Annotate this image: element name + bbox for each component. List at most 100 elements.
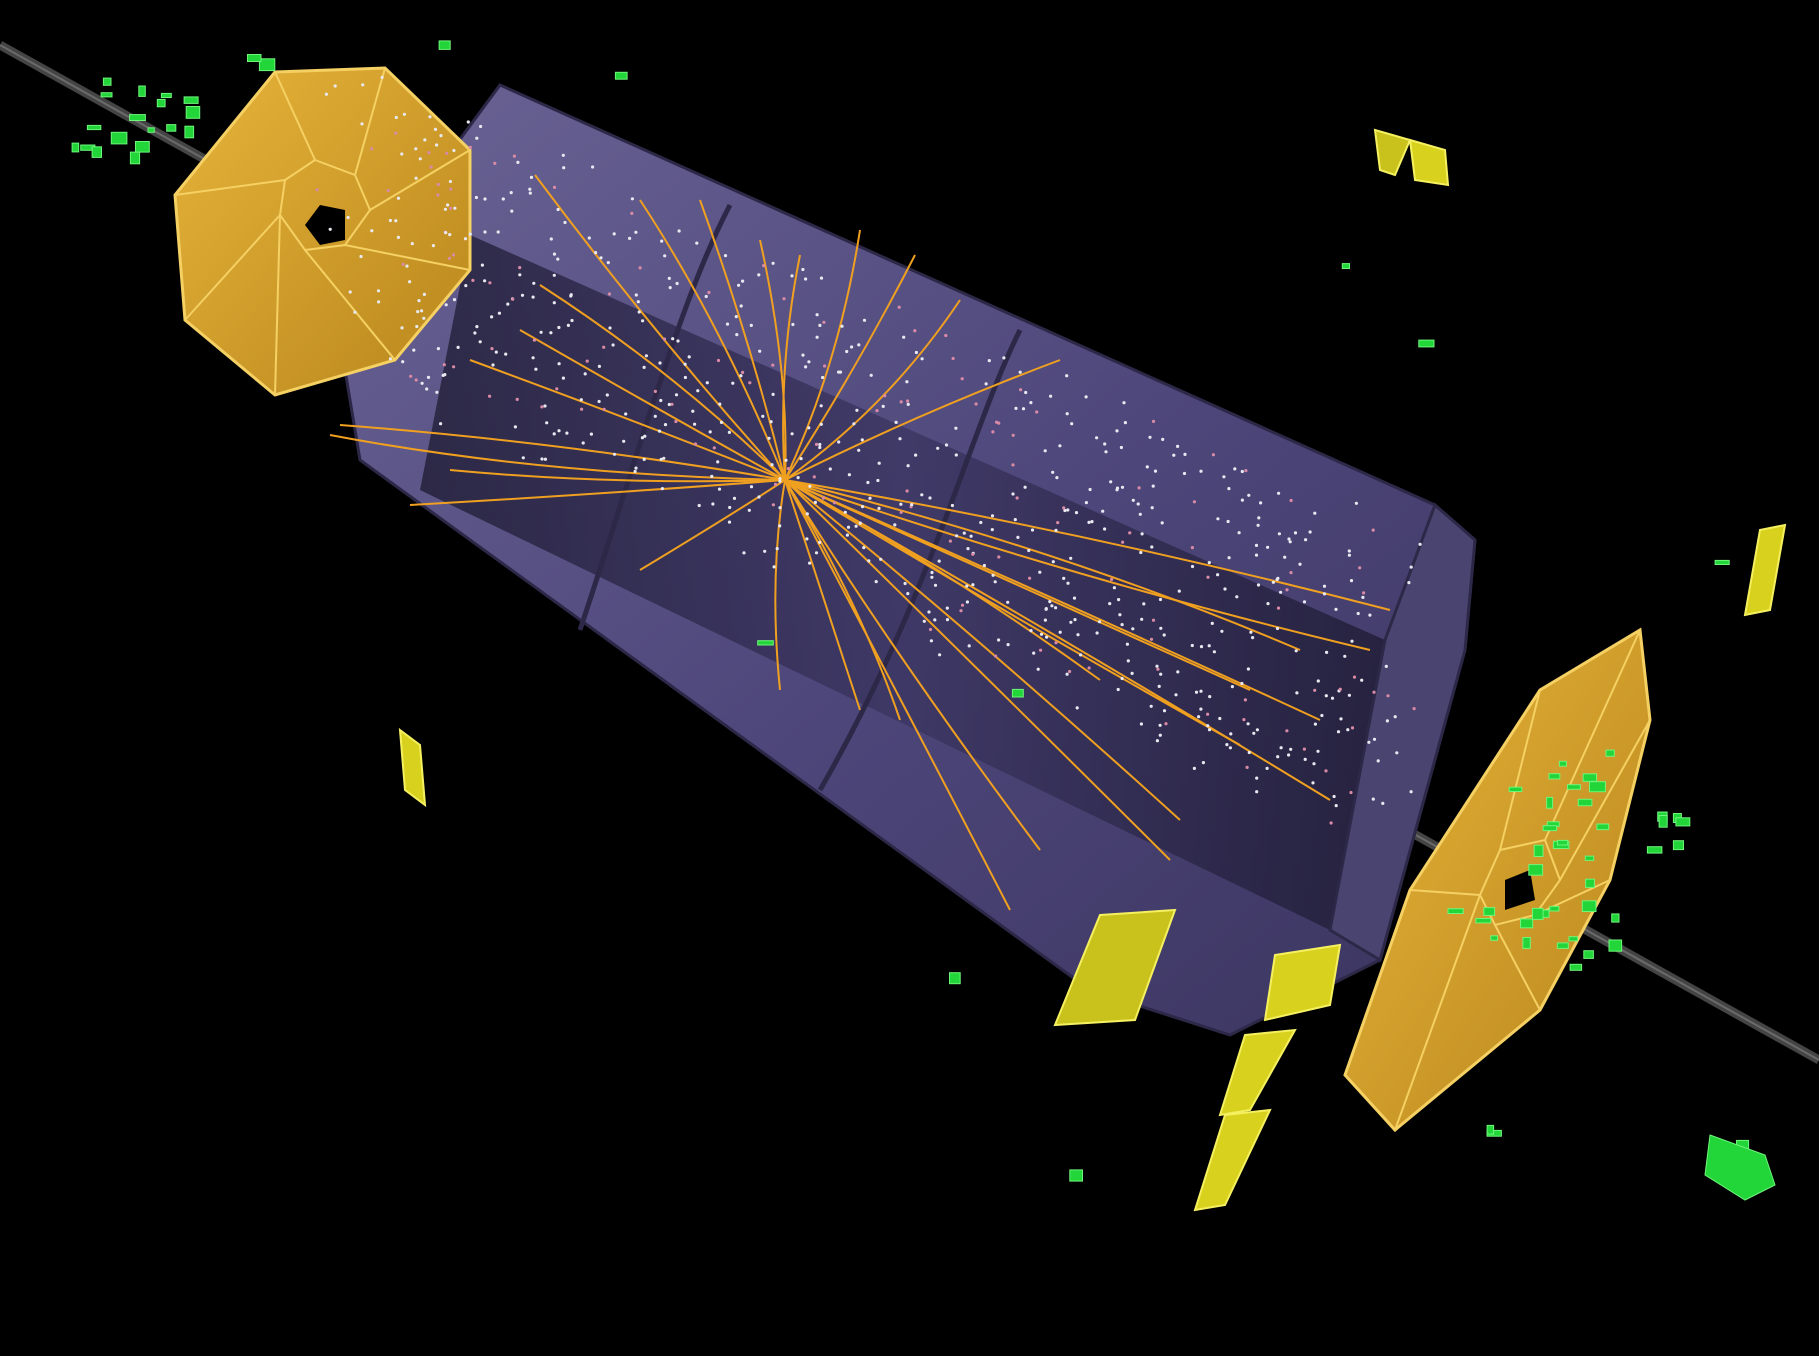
tracker-hit xyxy=(741,370,745,374)
tracker-hit xyxy=(705,381,709,385)
tracker-hit xyxy=(422,292,426,296)
particle-track xyxy=(784,479,1371,651)
tracker-hit xyxy=(1316,749,1320,753)
tracker-hit xyxy=(920,493,924,497)
tracker-hit xyxy=(552,185,557,189)
tracker-hit xyxy=(634,466,638,470)
tracker-hit xyxy=(997,421,1001,425)
tracker-hit xyxy=(967,644,971,648)
tracker-hit xyxy=(447,256,452,260)
tracker-hit xyxy=(955,534,959,538)
tracker-hit xyxy=(1255,790,1259,794)
tracker-hit xyxy=(1334,804,1338,808)
calorimeter-cell xyxy=(1567,784,1581,790)
tracker-hit xyxy=(790,432,794,436)
tracker-hit xyxy=(531,356,535,360)
tracker-hit xyxy=(1139,550,1143,555)
tracker-hit xyxy=(960,377,964,381)
tracker-hit xyxy=(491,363,495,367)
tracker-hit xyxy=(1246,667,1250,671)
tracker-hit xyxy=(456,345,460,349)
tracker-hit xyxy=(936,446,940,450)
tracker-hit xyxy=(862,546,866,550)
tracker-hit xyxy=(1358,566,1362,570)
tracker-hit xyxy=(791,322,795,327)
tracker-hit xyxy=(928,496,932,500)
calorimeter-cell xyxy=(1418,339,1435,348)
tracker-hit xyxy=(540,405,544,409)
tracker-hit xyxy=(1207,561,1211,565)
tracker-hit xyxy=(1177,589,1181,593)
tracker-hit xyxy=(483,279,487,283)
tracker-hit xyxy=(602,407,606,411)
tracker-hit xyxy=(1126,659,1130,663)
tracker-hit xyxy=(869,373,873,377)
tracker-hit xyxy=(556,207,560,212)
calorimeter-cell xyxy=(1569,963,1583,971)
tracker-hit xyxy=(376,289,381,293)
tracker-hit xyxy=(1275,577,1279,582)
tracker-hit xyxy=(1103,442,1107,446)
particle-track xyxy=(519,329,786,481)
tracker-hit xyxy=(445,151,449,155)
tracker-hit xyxy=(1247,493,1251,497)
tracker-hit xyxy=(1174,693,1178,697)
tracker-hit xyxy=(1079,653,1083,657)
tracker-hit xyxy=(674,419,678,424)
tracker-hit xyxy=(1075,706,1079,710)
tracker-hit xyxy=(1207,728,1212,732)
tracker-hit xyxy=(899,510,903,514)
particle-track xyxy=(782,254,801,481)
tracker-hit xyxy=(360,122,364,126)
tracker-hit xyxy=(1084,501,1088,505)
tracker-hit xyxy=(1277,532,1281,536)
tracker-hit xyxy=(677,229,681,233)
tracker-hit xyxy=(1407,581,1411,585)
tracker-hit xyxy=(903,581,907,586)
tracker-hit xyxy=(405,264,409,268)
tracker-hit xyxy=(922,619,926,623)
tracker-hit xyxy=(893,523,897,527)
tracker-hit xyxy=(1246,722,1250,726)
tracker-hit xyxy=(1197,715,1201,719)
tracker-hit xyxy=(1011,433,1015,437)
tracker-hit xyxy=(431,244,435,248)
tracker-hit xyxy=(439,422,443,426)
tracker-hit xyxy=(653,414,657,418)
tracker-hit xyxy=(711,502,715,506)
particle-track xyxy=(784,479,1391,611)
calorimeter-cell xyxy=(166,124,177,132)
tracker-hit xyxy=(557,362,561,366)
tracker-hit xyxy=(763,549,767,553)
tracker-hit xyxy=(442,363,446,367)
particle-track xyxy=(784,479,1101,681)
tracker-hit xyxy=(561,153,565,157)
tracker-hit xyxy=(1240,681,1244,686)
tracker-hit xyxy=(742,551,746,555)
tracker-hit xyxy=(497,311,501,315)
tracker-hit xyxy=(786,467,791,471)
tracker-hit xyxy=(1019,388,1023,392)
tracker-hit xyxy=(423,138,427,142)
tracker-hit xyxy=(488,394,492,398)
tracker-hit xyxy=(1104,450,1108,454)
tracker-hit xyxy=(599,256,603,260)
tracker-hit xyxy=(1021,407,1026,411)
tracker-hit xyxy=(1065,412,1069,416)
tracker-hit xyxy=(1251,636,1255,640)
calorimeter-cell xyxy=(757,640,774,646)
tracker-hit xyxy=(969,534,973,538)
tracker-hit xyxy=(1030,528,1035,532)
tracker-hit xyxy=(1325,650,1329,655)
tracker-hit xyxy=(662,456,666,460)
tracker-hit xyxy=(435,143,439,147)
tracker-hit xyxy=(778,479,782,483)
tracker-hit xyxy=(1073,618,1077,622)
tracker-hit xyxy=(1312,762,1316,766)
tracker-hit xyxy=(1302,600,1307,604)
tracker-hit xyxy=(483,197,487,201)
tracker-hit xyxy=(1256,583,1261,587)
calorimeter-cell xyxy=(156,98,166,108)
particle-track xyxy=(759,239,787,481)
tracker-hit xyxy=(1259,501,1263,505)
